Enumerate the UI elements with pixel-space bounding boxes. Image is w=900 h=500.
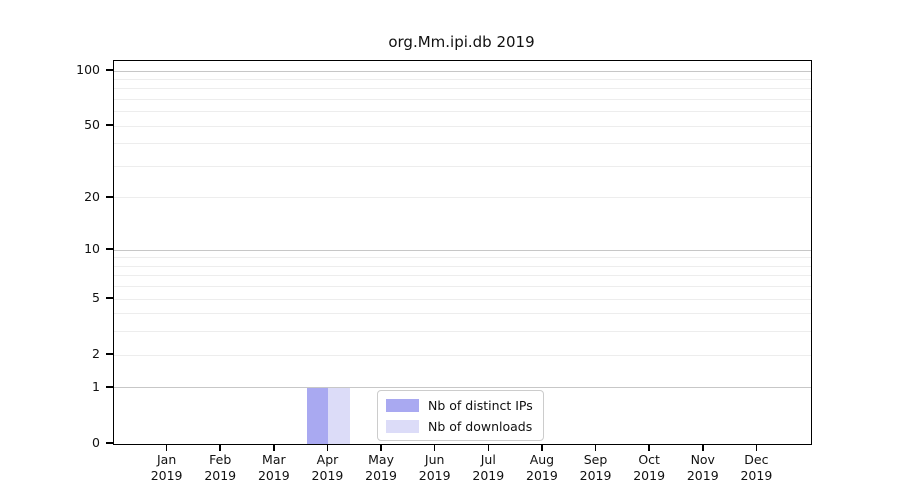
y-tick-mark	[106, 353, 113, 355]
x-tick-mark	[594, 444, 597, 451]
y-tick-mark	[106, 386, 113, 388]
y-tick-mark	[106, 196, 113, 198]
major-gridline	[114, 70, 811, 72]
y-tick-mark	[106, 297, 113, 299]
y-tick-label: 20	[84, 188, 100, 204]
x-tick-label: Sep 2019	[579, 452, 612, 483]
x-tick-label: Jan 2019	[150, 452, 183, 483]
y-tick-label: 50	[84, 117, 100, 133]
x-tick-label: Mar 2019	[257, 452, 290, 483]
minor-gridline	[114, 265, 811, 267]
x-tick-mark	[326, 444, 329, 451]
plot-inner	[114, 61, 811, 444]
x-tick-mark	[701, 444, 704, 451]
legend-item-downloads: Nb of downloads	[386, 417, 533, 435]
y-tick-label: 10	[84, 241, 100, 257]
x-tick-label: May 2019	[365, 452, 397, 483]
plot-area: Nb of distinct IPs Nb of downloads	[113, 60, 812, 445]
y-tick-label: 1	[92, 378, 100, 394]
minor-gridline	[114, 78, 811, 80]
minor-gridline	[114, 143, 811, 145]
legend-label-downloads: Nb of downloads	[428, 418, 533, 434]
major-gridline	[114, 387, 811, 389]
minor-gridline	[114, 125, 811, 127]
minor-gridline	[114, 286, 811, 288]
minor-gridline	[114, 197, 811, 199]
x-tick-label: Aug 2019	[526, 452, 558, 483]
minor-gridline	[114, 313, 811, 315]
distinct-ips-swatch-icon	[386, 398, 419, 412]
y-tick-mark	[106, 124, 113, 127]
x-tick-mark	[487, 444, 490, 451]
minor-gridline	[114, 275, 811, 277]
legend: Nb of distinct IPs Nb of downloads	[377, 390, 544, 441]
minor-gridline	[114, 354, 811, 356]
y-tick-label: 5	[92, 290, 100, 306]
x-tick-mark	[380, 444, 382, 451]
minor-gridline	[114, 165, 811, 167]
minor-gridline	[114, 88, 811, 90]
x-tick-label: Oct 2019	[633, 452, 666, 483]
x-tick-label: Nov 2019	[686, 452, 719, 483]
x-tick-label: Jul 2019	[472, 452, 505, 483]
major-gridline	[114, 249, 811, 251]
minor-gridline	[114, 331, 811, 333]
x-tick-mark	[541, 444, 543, 451]
chart-title: org.Mm.ipi.db 2019	[388, 33, 535, 51]
x-tick-mark	[219, 444, 222, 451]
legend-item-distinct-ips: Nb of distinct IPs	[386, 396, 533, 414]
x-tick-label: Jun 2019	[418, 452, 451, 483]
legend-label-distinct-ips: Nb of distinct IPs	[428, 397, 533, 413]
bar-downloads	[328, 387, 350, 444]
x-tick-label: Dec 2019	[740, 452, 773, 483]
y-tick-mark	[106, 442, 113, 444]
y-tick-mark	[106, 248, 113, 250]
y-tick-label: 100	[76, 62, 100, 77]
minor-gridline	[114, 98, 811, 100]
y-tick-label: 2	[92, 346, 100, 362]
x-tick-mark	[648, 444, 650, 451]
bar-distinct-ips	[307, 387, 329, 444]
x-tick-mark	[165, 444, 168, 451]
x-tick-label: Feb 2019	[204, 452, 237, 483]
x-tick-mark	[755, 444, 758, 451]
minor-gridline	[114, 298, 811, 300]
downloads-swatch-icon	[386, 419, 419, 433]
minor-gridline	[114, 257, 811, 259]
x-tick-mark	[433, 444, 436, 451]
minor-gridline	[114, 111, 811, 113]
x-tick-label: Apr 2019	[311, 452, 344, 483]
x-tick-mark	[273, 444, 275, 451]
y-tick-mark	[106, 69, 113, 71]
y-tick-label: 0	[92, 435, 100, 450]
